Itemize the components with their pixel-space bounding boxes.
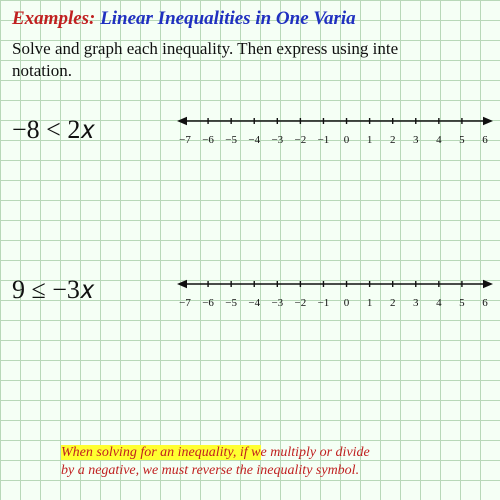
svg-text:−1: −1 [318,297,330,309]
svg-text:5: 5 [459,134,465,146]
svg-text:4: 4 [436,297,442,309]
numberline-1: −7 −6 −5 −4 −3 −2 −1 0 1 2 3 4 5 6 [175,105,495,155]
hint-part2: e [261,445,271,460]
svg-text:−2: −2 [295,134,307,146]
svg-text:−2: −2 [295,297,307,309]
instruction-line1: Solve and graph each inequality. Then ex… [12,39,398,58]
svg-text:−6: −6 [202,297,214,309]
svg-text:−1: −1 [318,134,330,146]
numberline-2-svg: −7 −6 −5 −4 −3 −2 −1 0 1 2 3 4 5 6 [175,268,495,318]
svg-text:−4: −4 [248,134,260,146]
instruction-text: Solve and graph each inequality. Then ex… [12,38,398,82]
svg-text:1: 1 [367,134,373,146]
svg-text:−3: −3 [271,134,283,146]
numberline-2: −7 −6 −5 −4 −3 −2 −1 0 1 2 3 4 5 6 [175,268,495,318]
svg-text:3: 3 [413,134,419,146]
svg-text:−7: −7 [179,297,191,309]
title-text: Linear Inequalities in One Varia [100,8,356,29]
svg-text:0: 0 [344,297,350,309]
hint-part4: by a negative, we must reverse the inequ… [61,463,359,478]
svg-text:0: 0 [344,134,350,146]
hint-part3: multiply or divide [270,445,370,460]
numberline-1-svg: −7 −6 −5 −4 −3 −2 −1 0 1 2 3 4 5 6 [175,105,495,155]
svg-text:−5: −5 [225,134,237,146]
svg-text:−4: −4 [248,297,260,309]
svg-text:1: 1 [367,297,373,309]
svg-text:4: 4 [436,134,442,146]
svg-text:6: 6 [482,297,488,309]
svg-text:−7: −7 [179,134,191,146]
examples-label: Examples: [12,8,95,29]
inequality-2: 9 ≤ −3𝑥 [12,275,94,306]
title-row: Examples: Linear Inequalities in One Var… [12,8,500,30]
instruction-line2: notation. [12,61,72,80]
svg-text:5: 5 [459,297,465,309]
svg-text:2: 2 [390,134,396,146]
hint-box: When solving for an inequality, if we mu… [55,441,470,482]
inequality-1: −8 < 2𝑥 [12,115,95,146]
svg-text:−6: −6 [202,134,214,146]
svg-text:−5: −5 [225,297,237,309]
svg-text:6: 6 [482,134,488,146]
svg-text:−3: −3 [271,297,283,309]
svg-text:2: 2 [390,297,396,309]
hint-part1: When solving for an inequality, if w [61,445,261,460]
svg-text:3: 3 [413,297,419,309]
